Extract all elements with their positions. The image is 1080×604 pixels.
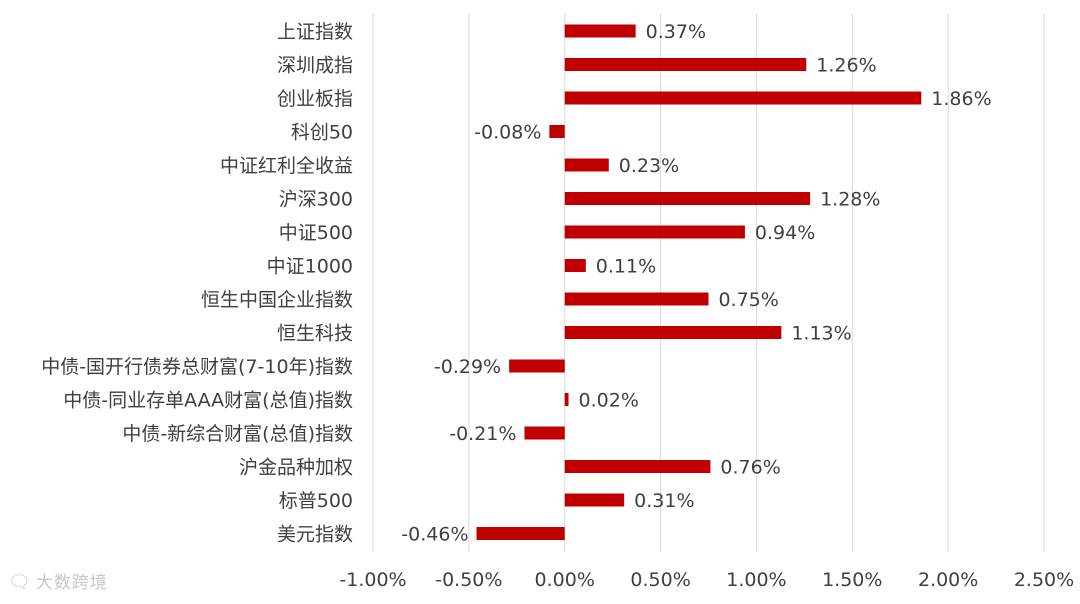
bar: [564, 158, 609, 172]
x-tick-label: 0.50%: [630, 569, 690, 591]
bar: [564, 460, 711, 473]
bar: [476, 527, 565, 540]
data-label: 0.75%: [719, 289, 779, 311]
category-label: 中证500: [279, 222, 353, 244]
data-label: 0.76%: [720, 457, 780, 479]
category-label: 中债-国开行债券总财富(7-10年)指数: [41, 356, 353, 378]
bar: [564, 58, 807, 71]
category-label: 深圳成指: [277, 55, 353, 77]
category-label: 沪金品种加权: [239, 457, 353, 479]
data-label: 0.31%: [634, 490, 694, 512]
data-label: 1.86%: [931, 88, 991, 110]
x-tick-label: -1.00%: [339, 569, 406, 591]
category-label: 恒生中国企业指数: [201, 289, 353, 311]
x-tick-label: 1.00%: [726, 569, 786, 591]
bar: [564, 393, 569, 406]
bar: [564, 24, 636, 38]
watermark-text: 大数跨境: [35, 573, 108, 593]
data-label: -0.46%: [401, 524, 468, 546]
category-label: 中证1000: [267, 256, 353, 278]
category-label: 中债-同业存单AAA财富(总值)指数: [63, 390, 353, 412]
data-label: 0.02%: [579, 390, 639, 412]
category-label: 沪深300: [279, 189, 353, 211]
data-label: 1.13%: [791, 323, 851, 345]
category-label: 中债-新综合财富(总值)指数: [122, 423, 353, 445]
data-label: 0.94%: [755, 222, 815, 244]
x-tick-label: 1.50%: [822, 569, 882, 591]
data-label: 0.37%: [646, 21, 706, 43]
data-label: -0.08%: [474, 122, 541, 144]
category-label: 标普500: [279, 490, 353, 512]
chat-bubble-icon: 🗨: [8, 572, 32, 593]
bar: [564, 192, 811, 205]
category-label: 创业板指: [277, 88, 353, 110]
x-tick-label: 0.00%: [535, 569, 595, 591]
category-label: 中证红利全收益: [220, 155, 353, 177]
data-label: 0.23%: [619, 155, 679, 177]
bar: [524, 426, 565, 440]
x-tick-label: 2.50%: [1014, 569, 1074, 591]
category-label: 科创50: [291, 122, 353, 144]
data-labels: 0.37% 1.26% 1.86% -0.08% 0.23% 1.28%0.94% 0.11…: [401, 21, 991, 546]
watermark: 🗨 大数跨境: [8, 568, 108, 593]
x-tick-label: -0.50%: [435, 569, 502, 591]
x-tick-label: 2.00%: [918, 569, 978, 591]
bars: [476, 24, 922, 540]
x-axis-tick-labels: -1.00% -0.50% 0.00% 0.50% 1.00% 1.50% 2.00% 2.5…: [339, 569, 1074, 591]
data-label: -0.21%: [449, 423, 516, 445]
category-label: 上证指数: [277, 21, 353, 43]
bar: [564, 259, 586, 272]
data-label: 0.11%: [596, 256, 656, 278]
bar: [564, 225, 745, 239]
bar: [564, 493, 625, 507]
category-label: 恒生科技: [277, 323, 353, 345]
bar: [509, 359, 565, 373]
bar: [564, 292, 709, 306]
data-label: -0.29%: [434, 356, 501, 378]
data-label: 1.28%: [820, 189, 880, 211]
bar: [564, 91, 922, 105]
data-label: 1.26%: [816, 55, 876, 77]
bar: [564, 326, 782, 339]
category-label: 美元指数: [277, 524, 353, 546]
bar: [549, 125, 565, 138]
